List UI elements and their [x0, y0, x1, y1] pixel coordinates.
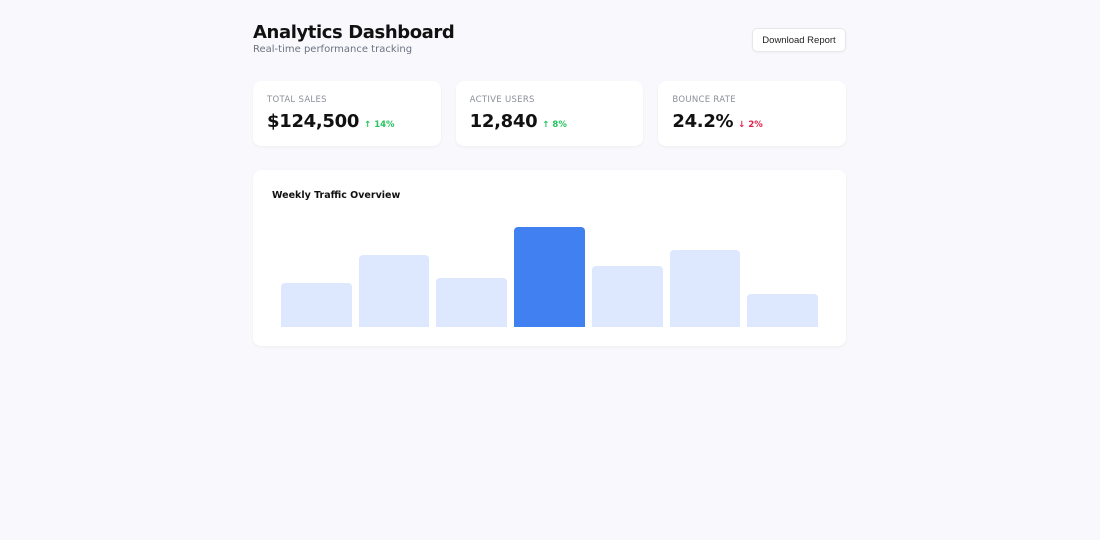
stat-card-total-sales: TOTAL SALES $124,500 ↑ 14% [253, 81, 441, 146]
chart-bar-3 [436, 278, 508, 327]
bar-area [281, 227, 819, 327]
chart-bar-1 [281, 283, 352, 327]
stat-value: 24.2% [672, 111, 734, 132]
stats-cards: TOTAL SALES $124,500 ↑ 14% ACTIVE USERS 1… [253, 81, 847, 146]
page-subtitle: Real-time performance tracking [253, 44, 413, 55]
download-report-button[interactable]: Download Report [752, 28, 846, 52]
stat-label: TOTAL SALES [267, 95, 327, 105]
stat-change: ↑ 8% [542, 120, 567, 130]
stat-label: ACTIVE USERS [469, 95, 535, 105]
chart-bar-5 [591, 266, 663, 327]
stat-card-bounce-rate: BOUNCE RATE 24.2% ↓ 2% [658, 81, 847, 146]
chart-bar-2 [358, 255, 430, 327]
stat-value: 12,840 [469, 111, 538, 132]
page-title: Analytics Dashboard [253, 22, 455, 43]
stat-label: BOUNCE RATE [672, 95, 736, 105]
chart-bar-6 [669, 250, 741, 327]
chart-title: Weekly Traffic Overview [272, 190, 401, 201]
stat-change: ↑ 14% [364, 120, 395, 130]
stat-change: ↓ 2% [738, 120, 763, 130]
chart-bar-4 [514, 227, 585, 327]
stat-card-active-users: ACTIVE USERS 12,840 ↑ 8% [455, 81, 644, 146]
weekly-traffic-chart: Weekly Traffic Overview [253, 170, 846, 346]
stat-value: $124,500 [267, 111, 360, 132]
chart-bar-7 [747, 294, 819, 327]
